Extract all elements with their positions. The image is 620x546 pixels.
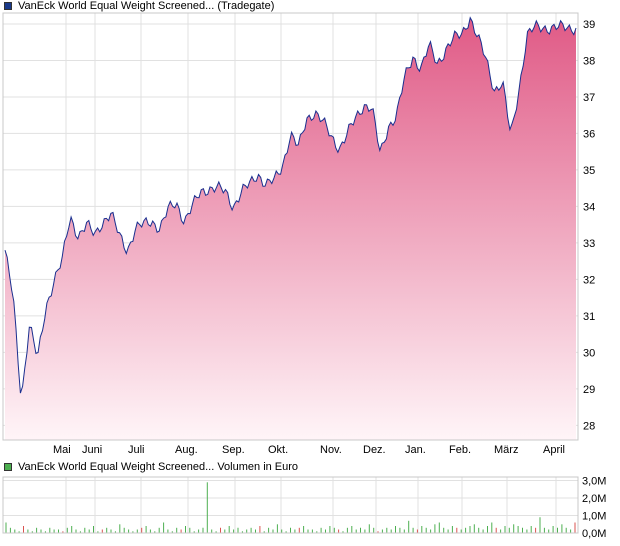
price-legend: VanEck World Equal Weight Screened... (T…: [4, 0, 274, 12]
y-axis-labels: 28 29 30 31 32 33 34 35 36 37 38 39: [583, 19, 595, 432]
y-tick-label: 30: [583, 347, 595, 359]
price-legend-swatch: [4, 2, 12, 10]
volume-legend-label: VanEck World Equal Weight Screened... Vo…: [18, 461, 299, 473]
volume-y-tick-label: 2,0M: [582, 493, 606, 505]
y-tick-label: 39: [583, 19, 595, 31]
x-tick-label: März: [494, 444, 518, 456]
price-legend-label: VanEck World Equal Weight Screened... (T…: [18, 0, 275, 12]
y-tick-label: 36: [583, 128, 595, 140]
y-tick-label: 31: [583, 311, 595, 323]
x-tick-label: Jan.: [405, 444, 426, 456]
y-tick-label: 34: [583, 201, 595, 213]
x-tick-label: Nov.: [320, 444, 342, 456]
price-area: [5, 17, 576, 440]
x-tick-label: Mai: [53, 444, 71, 456]
y-tick-label: 33: [583, 238, 595, 250]
x-tick-label: Dez.: [363, 444, 386, 456]
y-tick-label: 32: [583, 274, 595, 286]
volume-bars: [5, 482, 576, 533]
y-tick-label: 28: [583, 420, 595, 432]
price-frame: [2, 12, 579, 441]
x-tick-label: Sep.: [222, 444, 245, 456]
volume-y-tick-label: 0,0M: [582, 528, 606, 540]
volume-frame: [2, 476, 579, 534]
volume-y-axis-labels: 0,0M 1,0M 2,0M 3,0M: [582, 476, 606, 541]
x-axis-labels: Mai Juni Juli Aug. Sep. Okt. Nov. Dez. Jan. Feb. M…: [53, 444, 565, 456]
volume-y-tick-label: 3,0M: [582, 476, 606, 488]
x-tick-label: April: [543, 444, 565, 456]
x-tick-label: Juni: [82, 444, 102, 456]
volume-y-tick-label: 1,0M: [582, 511, 606, 523]
price-line: [4, 16, 577, 394]
x-tick-label: Juli: [128, 444, 145, 456]
x-tick-label: Feb.: [449, 444, 471, 456]
y-tick-label: 29: [583, 384, 595, 396]
y-tick-label: 37: [583, 92, 595, 104]
y-tick-label: 35: [583, 165, 595, 177]
volume-legend-swatch: [4, 463, 12, 471]
x-tick-label: Aug.: [175, 444, 198, 456]
y-tick-label: 38: [583, 55, 595, 67]
x-tick-label: Okt.: [268, 444, 288, 456]
volume-legend: VanEck World Equal Weight Screened... Vo…: [4, 461, 298, 473]
